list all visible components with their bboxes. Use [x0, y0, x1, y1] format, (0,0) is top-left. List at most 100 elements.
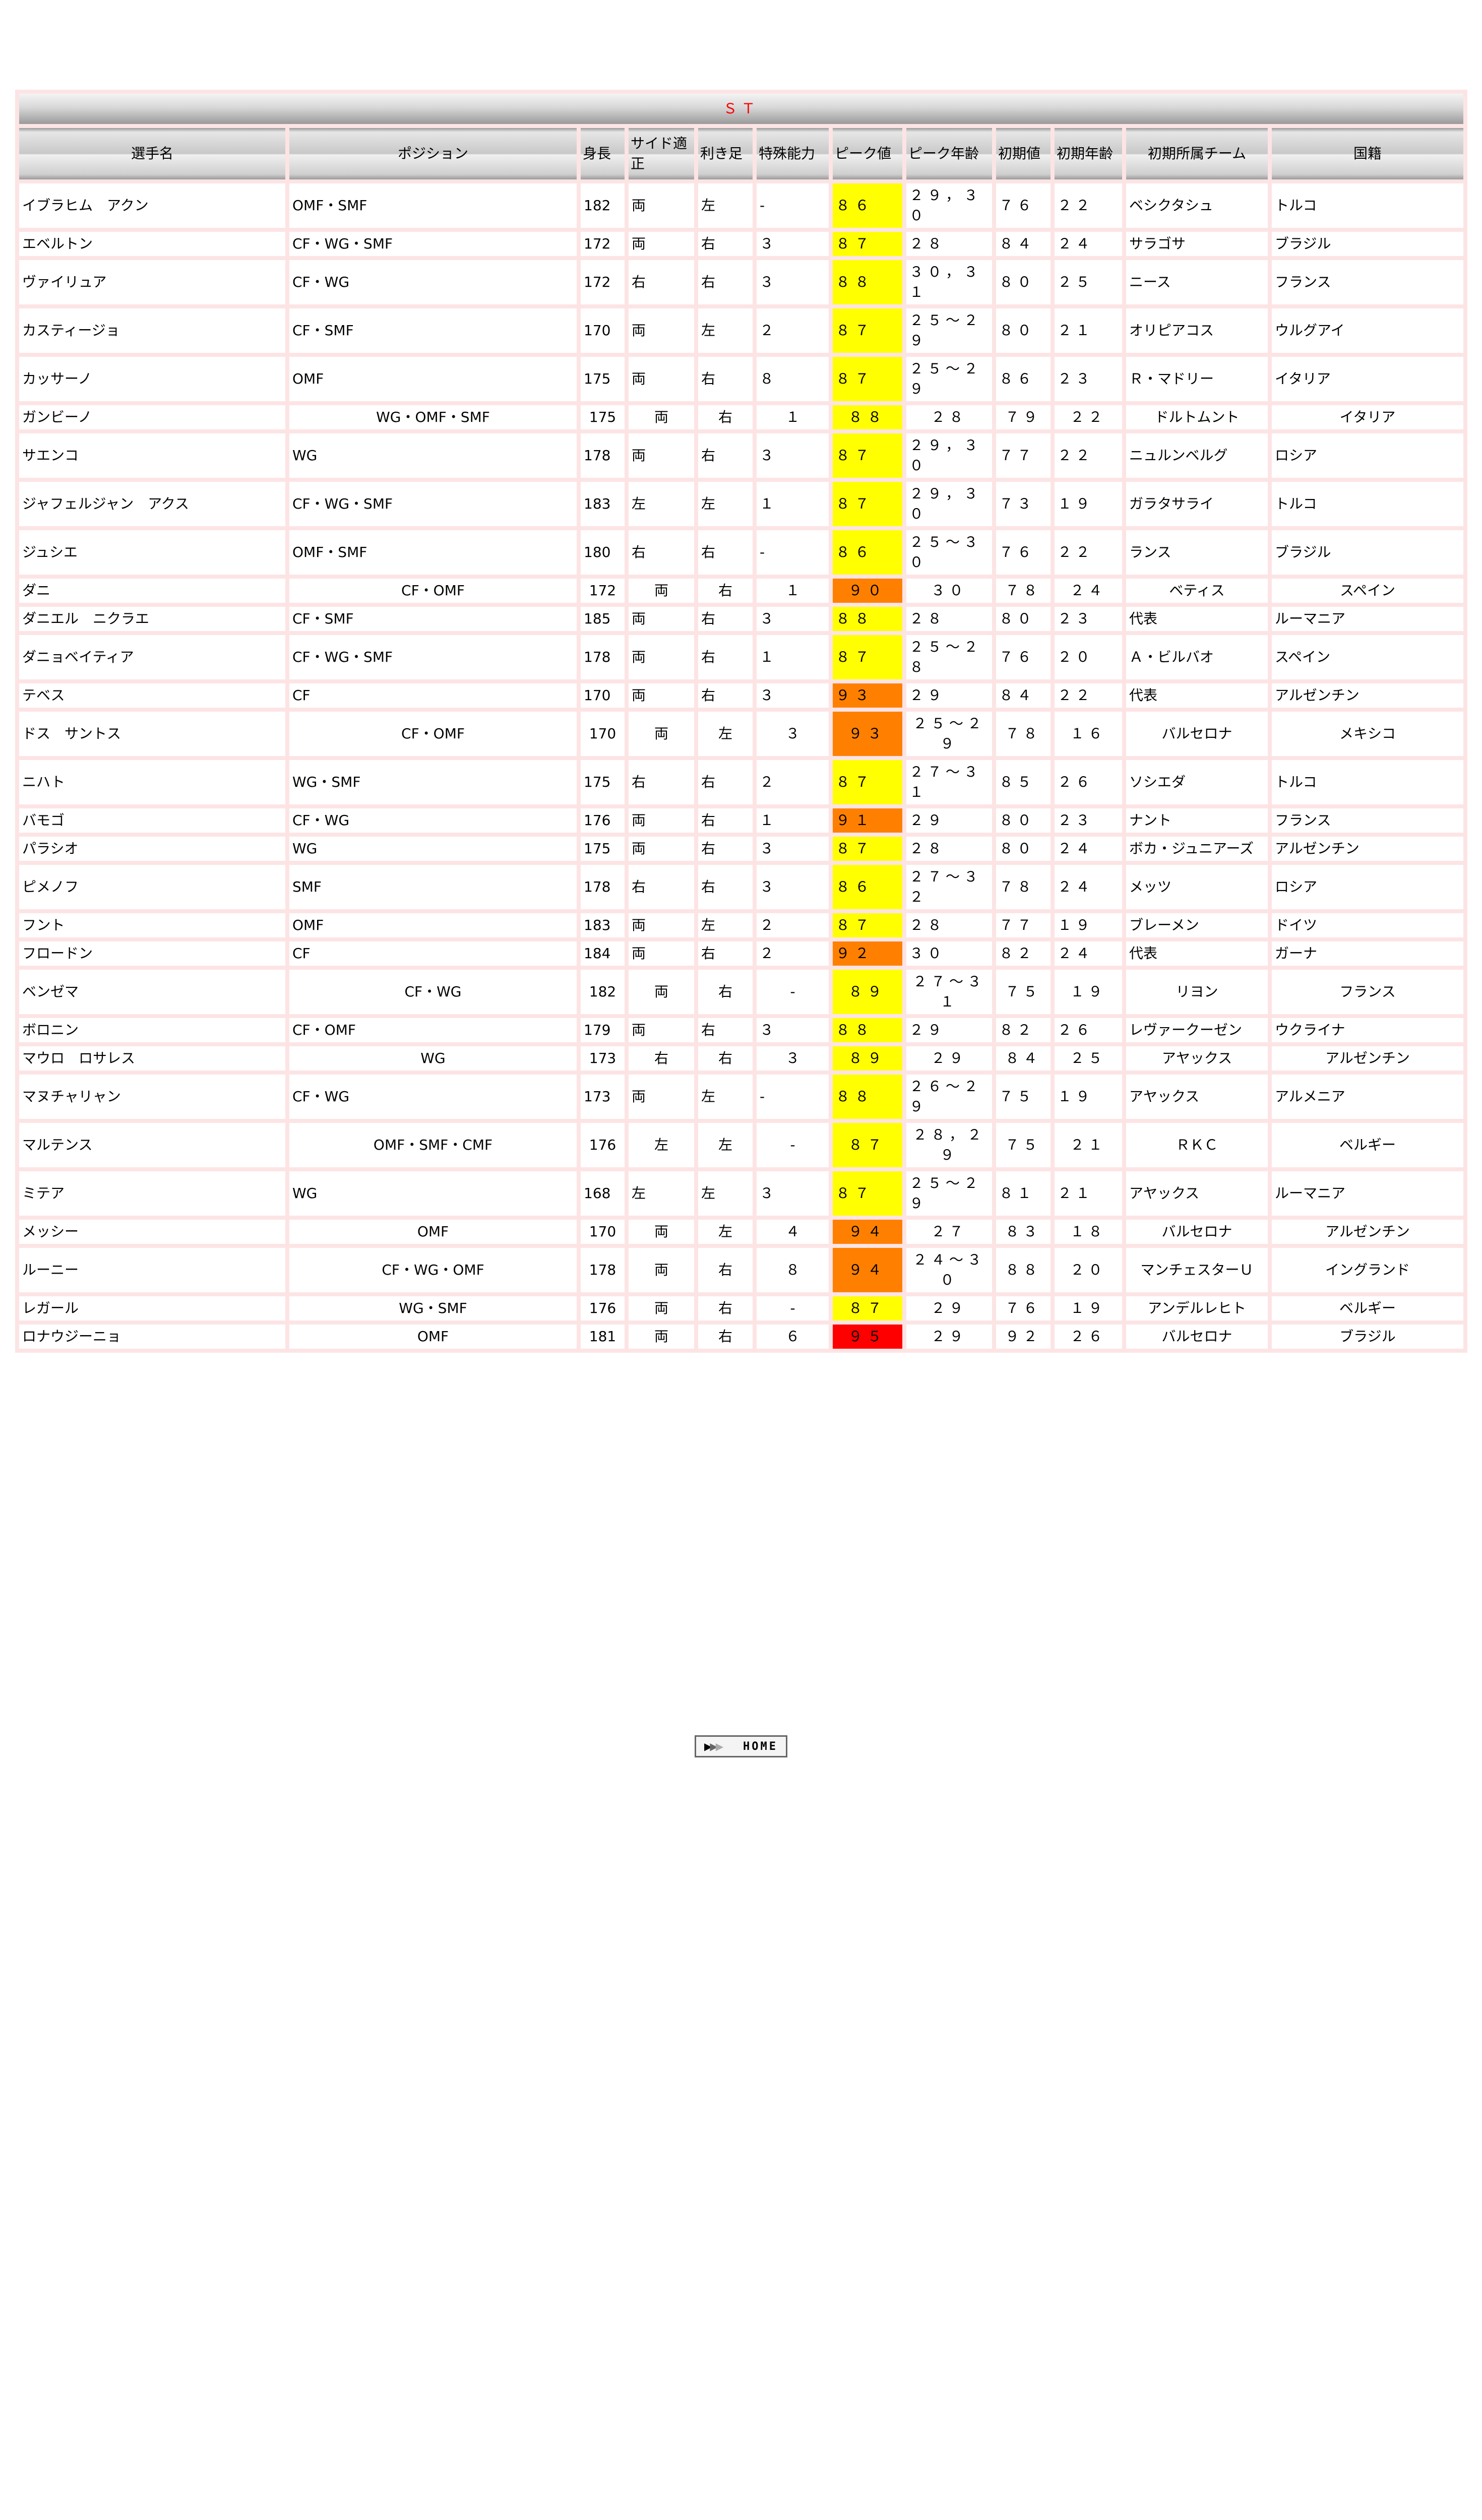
- dominant-foot-cell: 右: [698, 970, 753, 1014]
- initial-age-cell: ２４: [1055, 232, 1122, 256]
- height-cell: 182: [581, 183, 625, 228]
- dominant-foot-cell: 右: [698, 941, 753, 966]
- peak-value-cell: ９１: [833, 808, 902, 833]
- peak-value-cell: ８７: [833, 1171, 902, 1216]
- column-header: サイド適正: [629, 128, 694, 179]
- height-cell: 170: [581, 1220, 625, 1244]
- special-ability-cell: ３: [757, 433, 829, 478]
- table-row: パラシオ WG 175 両右 ３ ８７ ２８ ８０ ２４ ボカ・ジュニアーズ アルゼンチン: [19, 837, 1463, 861]
- player-name-cell: マルテンス: [19, 1123, 285, 1167]
- initial-team-cell: ベシクタシュ: [1126, 183, 1268, 228]
- table-row: フロードン CF 184 両右 ２ ９２ ３０ ８２ ２４ 代表 ガーナ: [19, 941, 1463, 966]
- player-name-cell: ルーニー: [19, 1248, 285, 1292]
- home-button[interactable]: ▶▶▶ HOME: [695, 1735, 787, 1757]
- peak-value-cell: ８７: [833, 635, 902, 679]
- peak-value-cell: ９４: [833, 1248, 902, 1292]
- initial-age-cell: １９: [1055, 970, 1122, 1014]
- initial-value-cell: ７３: [996, 482, 1051, 526]
- special-ability-cell: -: [757, 1296, 829, 1320]
- player-name-cell: マヌチャリャン: [19, 1075, 285, 1119]
- column-header: 初期年齢: [1055, 128, 1122, 179]
- dominant-foot-cell: 右: [698, 1325, 753, 1349]
- dominant-foot-cell: 右: [698, 808, 753, 833]
- table-row: マルテンス OMF・SMF・CMF 176 左左 -８７ ２８，２９ ７５ ２１ ＲＫＣ ベルギー: [19, 1123, 1463, 1167]
- peak-age-cell: ２７〜３１: [906, 970, 992, 1014]
- special-ability-cell: ４: [757, 1220, 829, 1244]
- position-cell: WG: [289, 433, 577, 478]
- position-cell: CF・WG・SMF: [289, 482, 577, 526]
- height-cell: 176: [581, 1123, 625, 1167]
- player-name-cell: ロナウジーニョ: [19, 1325, 285, 1349]
- player-name-cell: ジャフェルジャン アクス: [19, 482, 285, 526]
- nationality-cell: スペイン: [1272, 635, 1463, 679]
- table-row: ニハト WG・SMF 175 右右 ２ ８７ ２７〜３１ ８５ ２６ ソシエダ トルコ: [19, 760, 1463, 804]
- nationality-cell: トルコ: [1272, 183, 1463, 228]
- peak-age-cell: ２８: [906, 232, 992, 256]
- dominant-foot-cell: 左: [698, 308, 753, 353]
- initial-value-cell: ８５: [996, 760, 1051, 804]
- peak-age-cell: ２９，３０: [906, 482, 992, 526]
- initial-team-cell: バルセロナ: [1126, 1220, 1268, 1244]
- dominant-foot-cell: 右: [698, 635, 753, 679]
- height-cell: 175: [581, 405, 625, 429]
- special-ability-cell: ３: [757, 1046, 829, 1070]
- nationality-cell: フランス: [1272, 260, 1463, 304]
- peak-value-cell: ８７: [833, 1296, 902, 1320]
- peak-value-cell: ８８: [833, 260, 902, 304]
- special-ability-cell: ３: [757, 683, 829, 708]
- peak-value-cell: ８６: [833, 865, 902, 909]
- position-cell: OMF: [289, 1220, 577, 1244]
- side-cell: 両: [629, 808, 694, 833]
- table-row: ダニ CF・OMF 172 両右 １ ９０ ３０ ７８ ２４ ベティス スペイン: [19, 579, 1463, 603]
- initial-team-cell: バルセロナ: [1126, 712, 1268, 756]
- position-cell: CF・WG・SMF: [289, 232, 577, 256]
- special-ability-cell: １: [757, 635, 829, 679]
- initial-team-cell: ナント: [1126, 808, 1268, 833]
- dominant-foot-cell: 右: [698, 1248, 753, 1292]
- side-cell: 両: [629, 941, 694, 966]
- initial-value-cell: ７９: [996, 405, 1051, 429]
- peak-value-cell: ９３: [833, 683, 902, 708]
- position-cell: OMF: [289, 1325, 577, 1349]
- nationality-cell: ベルギー: [1272, 1296, 1463, 1320]
- peak-value-cell: ８６: [833, 530, 902, 575]
- peak-age-cell: ２８: [906, 607, 992, 631]
- column-header: 選手名: [19, 128, 285, 179]
- peak-value-cell: ８７: [833, 308, 902, 353]
- side-cell: 両: [629, 837, 694, 861]
- side-cell: 両: [629, 607, 694, 631]
- dominant-foot-cell: 右: [698, 683, 753, 708]
- table-row: カスティージョ CF・SMF 170 両左 ２ ８７ ２５〜２９ ８０ ２１ オリピアコス ウルグア…: [19, 308, 1463, 353]
- player-name-cell: イブラヒム アクン: [19, 183, 285, 228]
- player-name-cell: フント: [19, 913, 285, 937]
- side-cell: 右: [629, 260, 694, 304]
- peak-age-cell: ２９，３０: [906, 433, 992, 478]
- table-row: ボロニン CF・OMF 179 両右 ３ ８８ ２９ ８２ ２６ レヴァークーゼン ウクライナ: [19, 1018, 1463, 1042]
- player-name-cell: ボロニン: [19, 1018, 285, 1042]
- table-row: ドス サントス CF・OMF 170 両左 ３ ９３ ２５〜２９ ７８ １６ バルセロナ メキシコ: [19, 712, 1463, 756]
- nationality-cell: トルコ: [1272, 482, 1463, 526]
- peak-value-cell: ９３: [833, 712, 902, 756]
- special-ability-cell: ３: [757, 607, 829, 631]
- peak-age-cell: ２５〜３０: [906, 530, 992, 575]
- peak-value-cell: ８８: [833, 607, 902, 631]
- side-cell: 両: [629, 970, 694, 1014]
- initial-age-cell: ２２: [1055, 405, 1122, 429]
- initial-value-cell: ８１: [996, 1171, 1051, 1216]
- position-cell: CF・WG: [289, 808, 577, 833]
- side-cell: 両: [629, 683, 694, 708]
- special-ability-cell: ８: [757, 1248, 829, 1292]
- special-ability-cell: ２: [757, 308, 829, 353]
- player-name-cell: カスティージョ: [19, 308, 285, 353]
- home-label: HOME: [743, 1740, 778, 1753]
- initial-value-cell: ７６: [996, 530, 1051, 575]
- side-cell: 右: [629, 1046, 694, 1070]
- position-cell: CF: [289, 941, 577, 966]
- table-row: レガール WG・SMF 176 両右 -８７ ２９ ７６ １９ アンデルレヒト ベルギー: [19, 1296, 1463, 1320]
- player-name-cell: ニハト: [19, 760, 285, 804]
- height-cell: 178: [581, 433, 625, 478]
- height-cell: 182: [581, 970, 625, 1014]
- initial-team-cell: ニュルンベルグ: [1126, 433, 1268, 478]
- table-row: ミテア WG 168 左左 ３ ８７ ２５〜２９ ８１ ２１ アヤックス ルーマニア: [19, 1171, 1463, 1216]
- player-name-cell: レガール: [19, 1296, 285, 1320]
